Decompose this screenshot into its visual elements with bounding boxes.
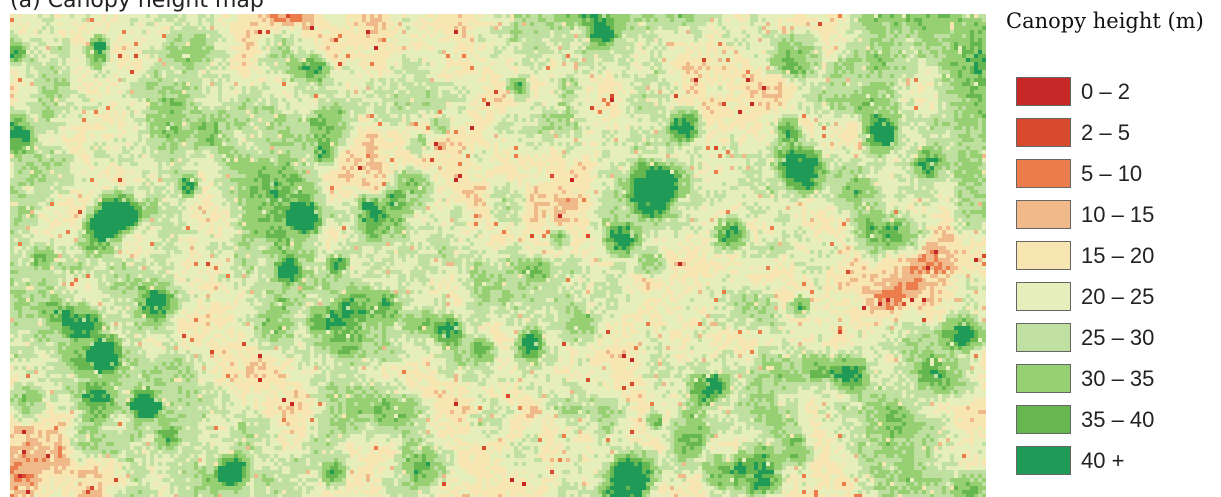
legend-label: 5 – 10	[1081, 160, 1143, 186]
legend-swatch	[1016, 446, 1071, 475]
legend-item: 15 – 20	[1016, 235, 1154, 276]
legend-swatch	[1016, 159, 1071, 188]
legend-swatch	[1016, 241, 1071, 270]
legend-item: 25 – 30	[1016, 317, 1154, 358]
legend-label: 25 – 30	[1081, 324, 1155, 350]
legend-item: 35 – 40	[1016, 399, 1154, 440]
legend-item: 20 – 25	[1016, 276, 1154, 317]
canopy-height-raster	[10, 14, 986, 497]
map-title: (a) Canopy height map	[10, 0, 264, 13]
legend-label: 30 – 35	[1081, 365, 1155, 391]
legend-label: 0 – 2	[1081, 78, 1130, 104]
map-title-clip: (a) Canopy height map	[10, 0, 340, 14]
legend-item: 2 – 5	[1016, 112, 1154, 153]
legend-label: 35 – 40	[1081, 406, 1155, 432]
legend-item: 5 – 10	[1016, 153, 1154, 194]
legend-label: 40 +	[1081, 447, 1125, 473]
legend-label: 2 – 5	[1081, 119, 1130, 145]
legend-swatch	[1016, 364, 1071, 393]
legend-label: 20 – 25	[1081, 283, 1155, 309]
legend-swatch	[1016, 200, 1071, 229]
legend-items: 0 – 2 2 – 5 5 – 10 10 – 15 15 – 20 20 – 25 25 …	[1016, 71, 1154, 481]
legend-swatch	[1016, 323, 1071, 352]
legend-item: 30 – 35	[1016, 358, 1154, 399]
legend-swatch	[1016, 405, 1071, 434]
legend-swatch	[1016, 77, 1071, 106]
legend-label: 10 – 15	[1081, 201, 1155, 227]
canopy-height-map	[10, 14, 986, 497]
legend-label: 15 – 20	[1081, 242, 1155, 268]
legend-title: Canopy height (m)	[1006, 9, 1204, 33]
legend-item: 40 +	[1016, 440, 1154, 481]
legend-swatch	[1016, 282, 1071, 311]
legend-item: 0 – 2	[1016, 71, 1154, 112]
legend-item: 10 – 15	[1016, 194, 1154, 235]
legend: Canopy height (m) 0 – 2 2 – 5 5 – 10 10 – 1…	[990, 0, 1221, 497]
legend-swatch	[1016, 118, 1071, 147]
